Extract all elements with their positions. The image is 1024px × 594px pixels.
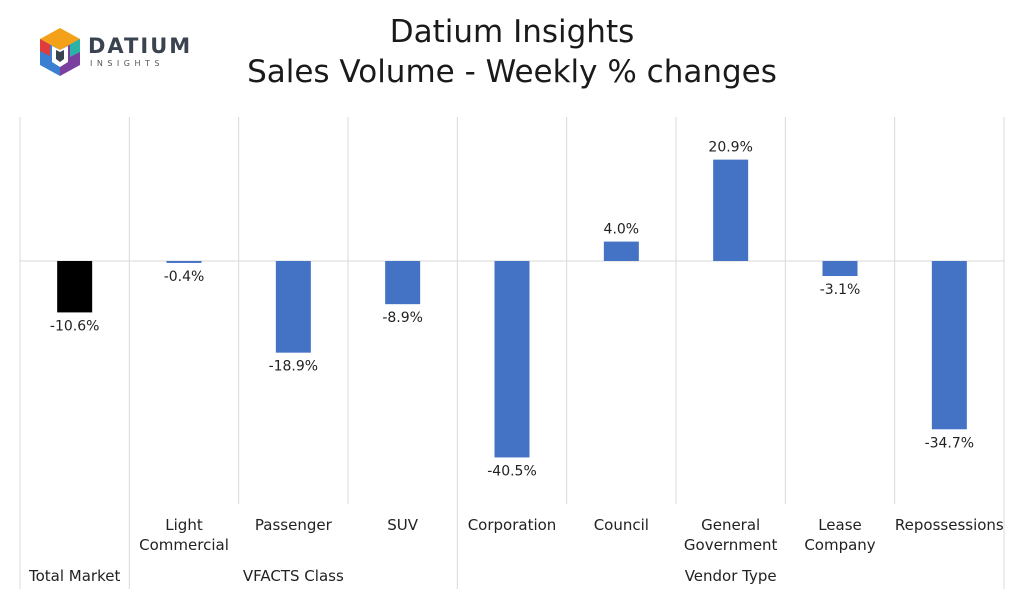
category-tick-label: General [701, 516, 760, 534]
bar [57, 261, 93, 313]
group-label: Vendor Type [685, 567, 777, 585]
chart-title: Datium Insights [389, 14, 635, 50]
data-label: -10.6% [50, 318, 100, 334]
bar [713, 159, 749, 261]
category-tick-label: Commercial [139, 536, 229, 554]
category-tick-label: Government [684, 536, 778, 554]
bar [822, 261, 858, 277]
category-tick-label: Light [165, 516, 203, 534]
category-tick-label: Lease [818, 516, 862, 534]
bar [603, 241, 639, 261]
bar [166, 261, 202, 263]
category-tick-label: SUV [387, 516, 419, 534]
bar [931, 261, 967, 430]
data-label: -3.1% [820, 282, 861, 298]
data-label: -18.9% [269, 359, 319, 375]
data-label: -0.4% [164, 269, 205, 285]
data-label: -34.7% [925, 435, 975, 451]
data-label: 4.0% [604, 222, 640, 238]
category-tick-label: Passenger [255, 516, 333, 534]
category-tick-label: Company [804, 536, 875, 554]
data-label: -8.9% [382, 310, 423, 326]
logo-wordmark: DATIUM [88, 34, 193, 58]
category-tick-label: Corporation [468, 516, 557, 534]
group-label: VFACTS Class [243, 567, 344, 585]
datium-cube-logo-icon [40, 28, 80, 76]
logo-tagline: INSIGHTS [90, 59, 164, 68]
datium-logo: DATIUM INSIGHTS [38, 26, 190, 82]
category-tick-label: Repossessions [895, 516, 1004, 534]
category-tick-label: Council [594, 516, 649, 534]
group-label: Total Market [28, 567, 120, 585]
bar [494, 261, 530, 458]
chart-subtitle: Sales Volume - Weekly % changes [247, 54, 777, 90]
bar [385, 261, 421, 305]
bar [275, 261, 311, 353]
data-label: -40.5% [487, 463, 537, 479]
data-label: 20.9% [708, 140, 752, 156]
